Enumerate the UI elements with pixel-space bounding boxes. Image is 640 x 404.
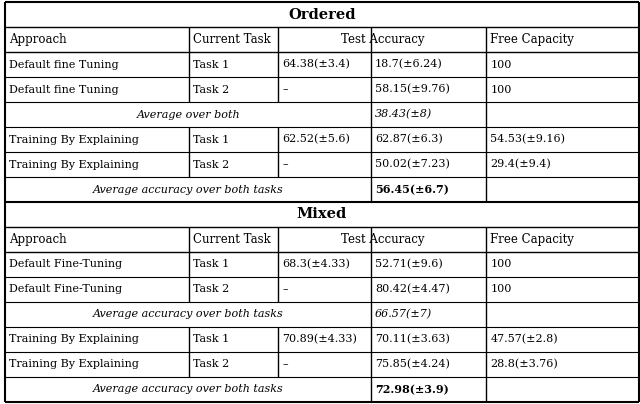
Text: –: – <box>282 284 288 295</box>
Text: Training By Explaining: Training By Explaining <box>9 335 139 345</box>
Text: Task 1: Task 1 <box>193 59 229 69</box>
Text: Free Capacity: Free Capacity <box>490 233 574 246</box>
Text: 100: 100 <box>490 84 511 95</box>
Text: 58.15(±9.76): 58.15(±9.76) <box>375 84 450 95</box>
Text: 62.87(±6.3): 62.87(±6.3) <box>375 135 443 145</box>
Text: 28.8(±3.76): 28.8(±3.76) <box>490 359 558 370</box>
Text: 72.98(±3.9): 72.98(±3.9) <box>375 384 449 395</box>
Text: Mixed: Mixed <box>297 208 347 221</box>
Text: Default Fine-Tuning: Default Fine-Tuning <box>9 284 122 295</box>
Text: –: – <box>282 84 288 95</box>
Text: 56.45(±6.7): 56.45(±6.7) <box>375 184 449 195</box>
Text: Training By Explaining: Training By Explaining <box>9 360 139 370</box>
Text: Free Capacity: Free Capacity <box>490 33 574 46</box>
Text: 52.71(±9.6): 52.71(±9.6) <box>375 259 443 269</box>
Text: Task 2: Task 2 <box>193 284 229 295</box>
Text: Test Accuracy: Test Accuracy <box>340 233 424 246</box>
Text: Task 2: Task 2 <box>193 360 229 370</box>
Text: Default fine Tuning: Default fine Tuning <box>9 59 118 69</box>
Text: 100: 100 <box>490 259 511 269</box>
Text: Default Fine-Tuning: Default Fine-Tuning <box>9 259 122 269</box>
Text: Approach: Approach <box>9 33 67 46</box>
Text: Ordered: Ordered <box>288 8 356 21</box>
Text: 100: 100 <box>490 59 511 69</box>
Text: 18.7(±6.24): 18.7(±6.24) <box>375 59 443 69</box>
Text: Average accuracy over both tasks: Average accuracy over both tasks <box>93 185 284 194</box>
Text: 66.57(±7): 66.57(±7) <box>375 309 432 320</box>
Text: 80.42(±4.47): 80.42(±4.47) <box>375 284 450 295</box>
Text: Task 2: Task 2 <box>193 160 229 170</box>
Text: Task 2: Task 2 <box>193 84 229 95</box>
Text: Approach: Approach <box>9 233 67 246</box>
Text: Current Task: Current Task <box>193 33 270 46</box>
Text: 70.89(±4.33): 70.89(±4.33) <box>282 335 357 345</box>
Text: –: – <box>282 160 288 170</box>
Text: Test Accuracy: Test Accuracy <box>340 33 424 46</box>
Text: Task 1: Task 1 <box>193 135 229 145</box>
Text: 64.38(±3.4): 64.38(±3.4) <box>282 59 350 69</box>
Text: 38.43(±8): 38.43(±8) <box>375 109 432 120</box>
Text: –: – <box>282 360 288 370</box>
Text: 75.85(±4.24): 75.85(±4.24) <box>375 359 450 370</box>
Text: Default fine Tuning: Default fine Tuning <box>9 84 118 95</box>
Text: Task 1: Task 1 <box>193 259 229 269</box>
Text: 68.3(±4.33): 68.3(±4.33) <box>282 259 350 269</box>
Text: 47.57(±2.8): 47.57(±2.8) <box>490 335 558 345</box>
Text: 29.4(±9.4): 29.4(±9.4) <box>490 159 551 170</box>
Text: Current Task: Current Task <box>193 233 270 246</box>
Text: 62.52(±5.6): 62.52(±5.6) <box>282 135 350 145</box>
Text: Training By Explaining: Training By Explaining <box>9 160 139 170</box>
Text: Task 1: Task 1 <box>193 335 229 345</box>
Text: Average accuracy over both tasks: Average accuracy over both tasks <box>93 385 284 394</box>
Text: Average accuracy over both tasks: Average accuracy over both tasks <box>93 309 284 320</box>
Text: 50.02(±7.23): 50.02(±7.23) <box>375 159 450 170</box>
Text: 54.53(±9.16): 54.53(±9.16) <box>490 135 565 145</box>
Text: 100: 100 <box>490 284 511 295</box>
Text: Average over both: Average over both <box>136 109 240 120</box>
Text: 70.11(±3.63): 70.11(±3.63) <box>375 335 450 345</box>
Text: Training By Explaining: Training By Explaining <box>9 135 139 145</box>
